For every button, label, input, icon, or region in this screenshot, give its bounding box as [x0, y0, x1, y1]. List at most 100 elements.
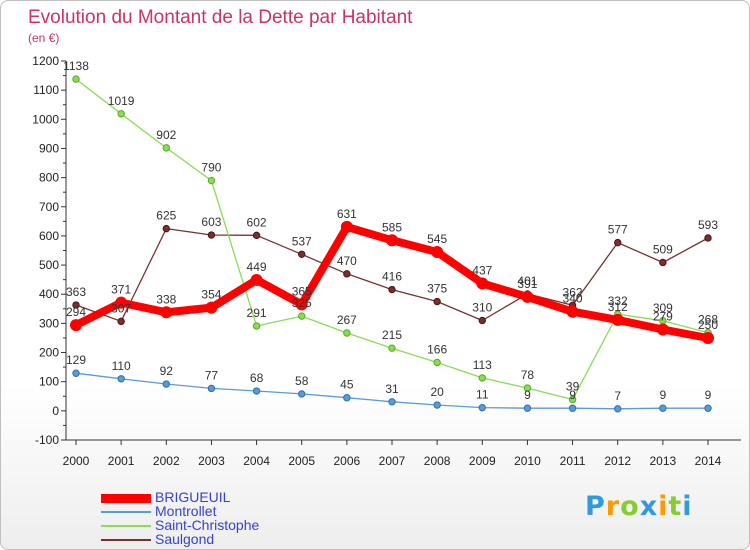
data-point	[72, 369, 80, 377]
data-point	[295, 298, 308, 311]
data-label: 585	[382, 220, 402, 234]
data-point	[72, 75, 80, 83]
y-tick-label: 500	[39, 258, 59, 272]
data-point	[386, 234, 398, 247]
data-label: 577	[608, 223, 628, 237]
data-label: 1019	[108, 94, 135, 108]
data-label: 310	[472, 300, 492, 314]
data-label: 391	[517, 277, 537, 291]
data-label: 9	[569, 388, 576, 402]
data-point	[478, 374, 486, 382]
x-tick-label: 2005	[288, 454, 315, 468]
data-label: 291	[247, 306, 267, 320]
data-label: 338	[156, 292, 176, 306]
data-point	[433, 401, 441, 409]
data-point	[207, 231, 216, 239]
data-label: 309	[653, 301, 673, 315]
series-points	[70, 75, 714, 413]
x-tick-label: 2012	[604, 454, 631, 468]
x-tick-label: 2013	[650, 454, 677, 468]
x-tick-label: 2011	[560, 454, 586, 468]
legend-label: Saulgond	[155, 531, 215, 547]
data-point	[340, 220, 353, 233]
x-tick-label: 2007	[379, 454, 406, 468]
logo-letter: P	[585, 491, 606, 522]
data-label: 11	[476, 388, 489, 402]
data-label: 215	[382, 328, 402, 342]
data-point	[433, 358, 441, 367]
data-label: 470	[337, 254, 357, 268]
data-point	[70, 319, 82, 332]
data-point	[205, 301, 218, 314]
legend-label: Montrollet	[155, 503, 217, 519]
data-label: 437	[472, 263, 492, 277]
data-point	[478, 403, 486, 412]
data-point	[388, 344, 396, 352]
data-point	[252, 231, 261, 240]
data-point	[659, 404, 667, 412]
data-point	[115, 296, 128, 309]
data-label: 375	[427, 282, 447, 296]
data-point	[523, 404, 532, 412]
data-point	[343, 329, 351, 337]
data-point	[614, 405, 622, 413]
x-tick-label: 2001	[108, 454, 135, 468]
data-label: 416	[382, 270, 402, 284]
logo-letter: i	[658, 491, 669, 522]
data-point	[160, 306, 173, 319]
y-tick-label: 0	[52, 404, 59, 418]
data-label: 92	[160, 364, 174, 378]
data-label: 631	[337, 207, 357, 221]
data-label: 77	[205, 368, 219, 382]
data-point	[162, 144, 170, 152]
data-label: 129	[66, 353, 86, 367]
data-label: 9	[660, 388, 667, 402]
data-point	[343, 394, 351, 402]
data-point	[72, 301, 80, 309]
legend-swatch	[101, 539, 151, 541]
data-label: 509	[653, 242, 673, 256]
data-point	[656, 323, 669, 336]
legend-label: BRIGUEUIL	[155, 489, 231, 505]
y-tick-label: 600	[39, 229, 59, 243]
data-label: 78	[521, 368, 535, 382]
data-label: 790	[201, 161, 221, 175]
data-labels: 294 371 338 354 449 365 631 585 545 437 391 340 312 2…	[63, 59, 718, 403]
data-point	[614, 238, 622, 247]
x-tick-label: 2002	[153, 454, 180, 468]
data-point	[207, 176, 216, 185]
data-point	[117, 110, 125, 118]
data-label: 294	[66, 305, 86, 319]
data-label: 365	[292, 284, 312, 298]
data-label: 340	[563, 292, 583, 306]
data-label: 325	[292, 296, 312, 310]
data-label: 7	[614, 389, 621, 403]
data-point	[702, 331, 714, 344]
data-label: 401	[517, 274, 537, 288]
x-tick-label: 2006	[334, 454, 361, 468]
data-point	[566, 305, 579, 318]
data-label: 307	[111, 301, 131, 315]
y-tick-label: 300	[39, 316, 59, 330]
data-label: 354	[201, 288, 221, 302]
data-label: 268	[698, 313, 718, 327]
y-tick-label: 200	[39, 346, 59, 360]
data-label: 58	[295, 374, 309, 388]
data-label: 110	[112, 359, 131, 373]
y-tick-label: 800	[39, 171, 59, 185]
data-label: 537	[292, 234, 312, 248]
data-point	[704, 234, 712, 242]
x-tick-label: 2003	[198, 454, 225, 468]
data-point	[568, 395, 577, 404]
chart-axes: -100 0 100 200 300 400 500 600 700 800 900 1000 1100…	[32, 54, 741, 468]
data-label: 363	[66, 285, 86, 299]
x-tick-label: 2008	[424, 454, 451, 468]
data-label: 625	[156, 209, 176, 223]
data-point	[659, 258, 667, 267]
data-label: 449	[247, 260, 267, 274]
logo-letter: i	[682, 491, 693, 522]
data-label: 9	[705, 388, 712, 402]
data-label: 332	[608, 294, 628, 308]
data-point	[162, 380, 170, 388]
